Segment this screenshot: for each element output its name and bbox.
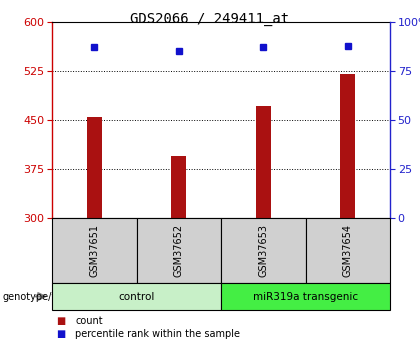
Text: GSM37653: GSM37653 [258, 224, 268, 277]
Bar [87, 117, 102, 218]
Text: control: control [118, 292, 155, 302]
Text: ■: ■ [56, 328, 66, 338]
Text: GDS2066 / 249411_at: GDS2066 / 249411_at [131, 12, 289, 26]
Text: GSM37651: GSM37651 [89, 224, 99, 277]
Text: genotype/variation: genotype/variation [2, 292, 95, 302]
Text: miR319a transgenic: miR319a transgenic [253, 292, 358, 302]
Text: ■: ■ [56, 316, 66, 326]
Bar [340, 74, 355, 218]
Text: percentile rank within the sample: percentile rank within the sample [75, 328, 240, 338]
Bar [256, 106, 271, 218]
Text: GSM37654: GSM37654 [343, 224, 353, 277]
Text: GSM37652: GSM37652 [174, 224, 184, 277]
Bar [171, 156, 186, 218]
Text: count: count [75, 316, 103, 326]
